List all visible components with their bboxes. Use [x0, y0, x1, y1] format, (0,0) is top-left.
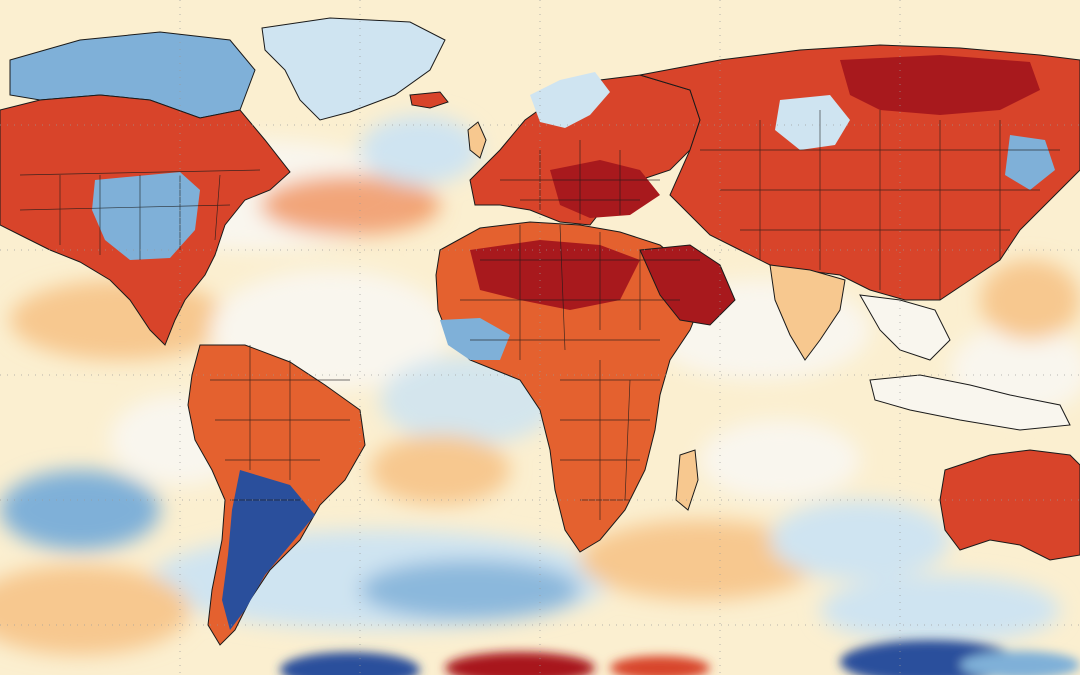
iceland: [409, 91, 449, 109]
africa: [435, 221, 701, 553]
india: [769, 264, 846, 361]
central-asia-cool: [775, 95, 850, 150]
southeast-asia: [859, 294, 951, 361]
west-africa-cool: [440, 318, 510, 360]
sahara-hot: [470, 240, 640, 310]
arabia: [639, 244, 736, 326]
australia: [939, 449, 1080, 561]
indonesia: [869, 374, 1071, 431]
greenland: [261, 17, 446, 121]
balkans-hot: [550, 160, 660, 218]
us-midwest-cool: [92, 172, 200, 260]
siberia-hot: [840, 55, 1040, 115]
patagonia-cool: [222, 470, 315, 630]
antarctic-band: [280, 640, 1080, 675]
country-borders: [19, 110, 1060, 520]
uk: [467, 121, 487, 159]
scandinavia-cool: [530, 72, 610, 128]
east-asia-cool: [1005, 135, 1055, 190]
madagascar: [675, 449, 699, 511]
